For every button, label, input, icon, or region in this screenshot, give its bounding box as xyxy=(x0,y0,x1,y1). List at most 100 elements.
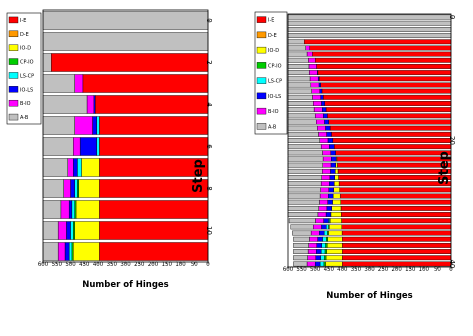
bar-segment-a-b-step-16 xyxy=(287,113,316,119)
bar-segment-b-io-step-37 xyxy=(308,242,317,248)
bar-segment-a-b-step-4 xyxy=(287,39,305,45)
legend-label-d-e: D-E xyxy=(20,32,29,38)
bar-segment-a-b-step-34 xyxy=(290,224,314,230)
x-tick-label: 500 xyxy=(310,266,321,273)
step-tick-label: 20 xyxy=(448,136,456,145)
bar-segment-io-d-step-26 xyxy=(334,175,339,180)
step-tick-label: 10 xyxy=(205,226,213,235)
x-tick-label: 250 xyxy=(378,266,389,273)
bar-segment-a-b-step-14 xyxy=(287,101,314,106)
bar-segment-a-b-step-19 xyxy=(287,131,319,137)
bar-segment-io-ls-step-10 xyxy=(66,221,71,240)
bar-segment-b-io-step-5 xyxy=(305,45,310,51)
bar-segment-i-e-step-12 xyxy=(321,88,452,94)
bar-segment-a-b-step-1 xyxy=(287,20,452,26)
bar-segment-i-e-step-21 xyxy=(333,144,452,150)
bar-segment-io-ls-step-29 xyxy=(328,193,334,199)
bar-segment-io-d-step-9 xyxy=(75,200,100,219)
bar-segment-io-ls-step-7 xyxy=(73,158,78,177)
bar-segment-a-b-step-21 xyxy=(287,144,322,150)
legend-label-b-io: B-IO xyxy=(20,101,31,107)
bar-segment-io-ls-step-35 xyxy=(319,230,325,236)
x-axis-label: Number of Hinges xyxy=(82,280,169,290)
bar-segment-io-d-step-11 xyxy=(73,242,100,261)
bar-segment-ls-cp-step-5 xyxy=(96,116,100,135)
legend-swatch-ls-cp xyxy=(8,72,19,79)
bar-segment-b-io-step-18 xyxy=(317,125,326,131)
x-tick-label: 150 xyxy=(405,266,416,273)
bar-segment-cp-io-step-38 xyxy=(324,249,327,254)
bar-segment-ls-cp-step-37 xyxy=(321,242,326,248)
bar-segment-i-e-step-13 xyxy=(323,94,452,100)
bar-segment-a-b-step-0 xyxy=(42,11,209,30)
x-tick-label: 550 xyxy=(52,261,63,268)
x-tick-label: 50 xyxy=(434,266,441,273)
bar-segment-a-b-step-1 xyxy=(42,32,209,51)
bar-segment-io-d-step-29 xyxy=(332,193,341,199)
bar-segment-b-io-step-13 xyxy=(312,94,321,100)
bar-segment-i-e-step-3 xyxy=(82,74,209,93)
bar-segment-a-b-step-9 xyxy=(42,200,62,219)
bar-segment-io-ls-step-23 xyxy=(330,156,337,162)
bar-segment-io-ls-step-12 xyxy=(319,88,323,94)
step-tick-label: 8 xyxy=(205,186,213,190)
bar-segment-a-b-step-17 xyxy=(287,119,317,125)
bar-segment-b-io-step-38 xyxy=(307,249,317,254)
bar-segment-a-b-step-11 xyxy=(42,242,59,261)
bar-segment-b-io-step-14 xyxy=(313,101,322,106)
bar-segment-io-ls-step-27 xyxy=(329,181,335,187)
bar-segment-b-io-step-7 xyxy=(67,158,74,177)
legend-label-d-e: D-E xyxy=(268,33,277,39)
bar-segment-i-e-step-7 xyxy=(314,57,452,63)
bar-segment-a-b-step-22 xyxy=(287,150,323,156)
bar-segment-a-b-step-9 xyxy=(287,70,310,76)
bar-segment-io-ls-step-19 xyxy=(326,131,332,137)
legend-swatch-a-b xyxy=(8,113,19,121)
bar-segment-i-e-step-39 xyxy=(342,255,452,261)
bar-segment-a-b-step-40 xyxy=(293,261,308,267)
legend-swatch-i-e xyxy=(256,16,267,23)
legend-label-io-d: IO-D xyxy=(268,48,279,54)
bar-segment-a-b-step-29 xyxy=(287,193,321,199)
chart-2: 600 550 500 450 400 350 300 250 200 150 100 50 0Numb… xyxy=(254,11,456,301)
bar-segment-a-b-step-32 xyxy=(287,212,319,217)
bar-segment-ls-cp-step-38 xyxy=(320,249,326,254)
bar-segment-io-ls-step-13 xyxy=(320,94,324,100)
legend-box xyxy=(254,11,288,135)
legend-label-i-e: I-E xyxy=(268,18,274,24)
bar-segment-i-e-step-17 xyxy=(328,119,452,125)
bar-segment-io-d-step-10 xyxy=(74,221,100,240)
bar-segment-cp-io-step-39 xyxy=(324,255,327,261)
x-tick-label: 350 xyxy=(107,261,118,268)
bar-segment-i-e-step-22 xyxy=(335,150,452,156)
bar-segment-ls-cp-step-6 xyxy=(96,137,100,156)
x-tick-label: 150 xyxy=(162,261,173,268)
bar-segment-io-ls-step-24 xyxy=(330,162,337,168)
bar-segment-io-ls-step-8 xyxy=(70,179,75,198)
bar-segment-i-e-step-33 xyxy=(341,218,452,224)
legend-swatch-io-ls xyxy=(8,86,19,93)
step-axis-label: Step xyxy=(437,151,452,185)
step-tick-label: 40 xyxy=(448,259,456,268)
bar-segment-a-b-step-3 xyxy=(287,33,452,39)
bar-segment-b-io-step-29 xyxy=(319,193,329,199)
bar-segment-ls-cp-step-34 xyxy=(326,224,329,230)
legend-label-a-b: A-B xyxy=(268,124,277,130)
legend-box xyxy=(6,12,42,125)
bar-segment-io-d-step-24 xyxy=(335,162,338,168)
bar-segment-i-e-step-29 xyxy=(339,193,452,199)
x-tick-label: 250 xyxy=(134,261,145,268)
bar-segment-a-b-step-5 xyxy=(42,116,75,135)
bar-segment-ls-cp-step-36 xyxy=(322,236,327,242)
step-tick-label: 4 xyxy=(205,102,213,107)
bar-segment-io-ls-step-36 xyxy=(317,236,323,242)
bar-segment-io-ls-step-5 xyxy=(92,116,97,135)
bar-segment-b-io-step-24 xyxy=(322,162,332,168)
x-tick-label: 100 xyxy=(419,266,430,273)
bar-segment-i-e-step-2 xyxy=(51,53,209,72)
bar-segment-io-d-step-39 xyxy=(325,255,343,261)
bar-segment-b-io-step-31 xyxy=(318,205,328,211)
bar-segment-a-b-step-36 xyxy=(293,236,310,242)
bar-segment-i-e-step-14 xyxy=(324,101,452,106)
